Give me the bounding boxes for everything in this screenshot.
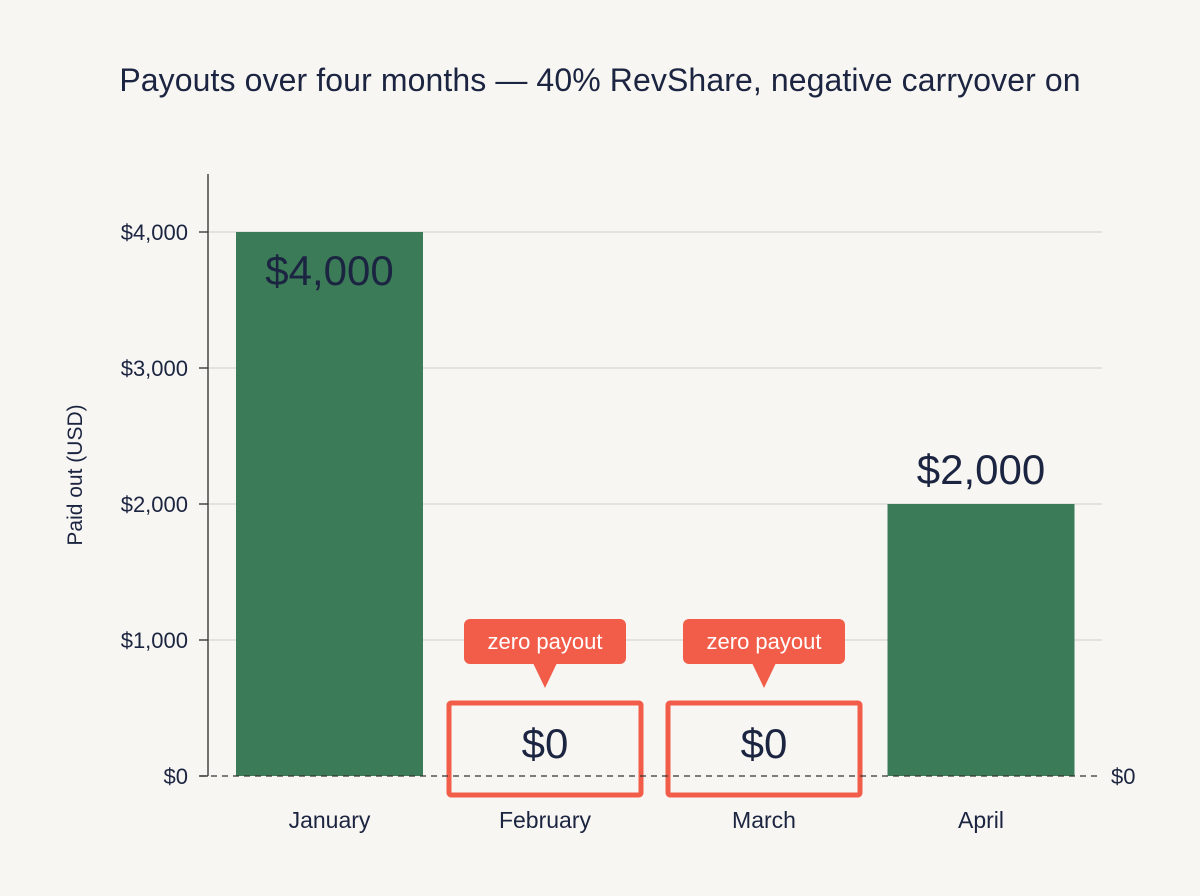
value-label-february: $0 bbox=[522, 720, 569, 767]
labels: $0 $1,000 $2,000 $3,000 $4,000 Paid out (USD)… bbox=[64, 220, 1135, 833]
y-tick-label: $4,000 bbox=[121, 220, 188, 245]
value-label-january: $4,000 bbox=[265, 247, 393, 294]
y-tick-label: $3,000 bbox=[121, 356, 188, 381]
axes bbox=[199, 174, 1098, 777]
x-tick-label: April bbox=[958, 807, 1004, 833]
x-tick-label: March bbox=[732, 807, 796, 833]
value-label-march: $0 bbox=[741, 720, 788, 767]
y-tick-label: $0 bbox=[164, 764, 188, 789]
bar-january bbox=[236, 232, 423, 776]
highlight-box-february bbox=[446, 700, 644, 798]
callout-bubble-march bbox=[683, 619, 845, 664]
y-tick-label: $2,000 bbox=[121, 492, 188, 517]
x-tick-label: February bbox=[499, 807, 592, 833]
callout-pointer-march bbox=[752, 663, 776, 688]
x-tick-label: January bbox=[289, 807, 371, 833]
bars bbox=[236, 232, 1075, 798]
callout-pointer-february bbox=[533, 663, 557, 688]
zero-line-label: $0 bbox=[1111, 764, 1135, 789]
y-axis-label: Paid out (USD) bbox=[64, 404, 87, 545]
highlight-box-march bbox=[665, 700, 863, 798]
callout-text-february: zero payout bbox=[488, 629, 603, 654]
value-label-april: $2,000 bbox=[917, 446, 1045, 493]
y-tick-label: $1,000 bbox=[121, 628, 188, 653]
callout-bubble-february bbox=[464, 619, 626, 664]
callout-text-march: zero payout bbox=[707, 629, 822, 654]
bar-april bbox=[887, 504, 1075, 776]
chart-title: Payouts over four months — 40% RevShare,… bbox=[119, 62, 1081, 98]
